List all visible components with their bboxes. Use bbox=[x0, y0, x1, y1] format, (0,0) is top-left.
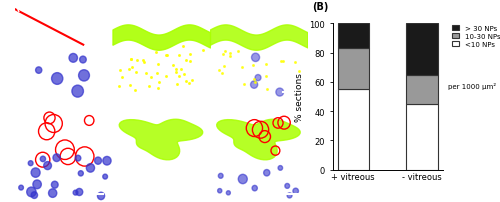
Text: (B): (B) bbox=[312, 2, 329, 12]
Text: (A): (A) bbox=[15, 2, 32, 12]
Bar bbox=[338, 24, 368, 49]
Circle shape bbox=[76, 188, 83, 196]
Circle shape bbox=[31, 168, 40, 177]
Circle shape bbox=[52, 181, 58, 188]
Circle shape bbox=[94, 157, 102, 164]
Circle shape bbox=[226, 191, 230, 195]
Legend: > 30 NPs, 10-30 NPs, <10 NPs: > 30 NPs, 10-30 NPs, <10 NPs bbox=[452, 25, 500, 48]
Circle shape bbox=[69, 54, 78, 63]
Circle shape bbox=[250, 81, 258, 89]
Polygon shape bbox=[119, 120, 202, 160]
Circle shape bbox=[278, 166, 282, 170]
Bar bbox=[406, 24, 438, 75]
Circle shape bbox=[36, 67, 42, 74]
Circle shape bbox=[28, 161, 33, 166]
Bar bbox=[338, 90, 368, 170]
Text: merge: merge bbox=[246, 6, 271, 15]
Circle shape bbox=[103, 174, 108, 179]
Circle shape bbox=[73, 190, 78, 195]
Circle shape bbox=[86, 164, 94, 172]
Bar bbox=[406, 75, 438, 104]
Circle shape bbox=[78, 171, 84, 176]
Circle shape bbox=[52, 73, 63, 85]
Circle shape bbox=[80, 57, 86, 64]
Circle shape bbox=[218, 174, 223, 178]
Circle shape bbox=[26, 187, 36, 197]
Circle shape bbox=[252, 185, 258, 191]
Circle shape bbox=[19, 185, 24, 190]
Circle shape bbox=[293, 188, 298, 194]
Circle shape bbox=[31, 192, 38, 199]
Circle shape bbox=[40, 156, 46, 162]
Circle shape bbox=[285, 184, 290, 188]
Circle shape bbox=[48, 189, 57, 197]
Circle shape bbox=[44, 162, 52, 170]
Text: 100 nm NPs: 100 nm NPs bbox=[138, 6, 184, 15]
Circle shape bbox=[103, 157, 111, 165]
Bar bbox=[338, 49, 368, 90]
Circle shape bbox=[287, 193, 292, 198]
Text: - vitreous: - vitreous bbox=[0, 33, 10, 68]
Text: COLIV + Hoechst: COLIV + Hoechst bbox=[31, 6, 96, 15]
Text: per 1000 μm²: per 1000 μm² bbox=[448, 82, 496, 89]
Circle shape bbox=[255, 75, 261, 81]
Circle shape bbox=[238, 175, 248, 184]
Circle shape bbox=[72, 86, 84, 98]
Polygon shape bbox=[216, 120, 300, 160]
Circle shape bbox=[98, 192, 104, 200]
Text: - ILM: - ILM bbox=[0, 142, 10, 161]
Circle shape bbox=[33, 180, 42, 189]
Bar bbox=[406, 104, 438, 170]
Circle shape bbox=[252, 54, 260, 62]
Y-axis label: % sections: % sections bbox=[294, 73, 304, 121]
Circle shape bbox=[53, 154, 60, 162]
Circle shape bbox=[264, 170, 270, 176]
Circle shape bbox=[76, 156, 81, 161]
Circle shape bbox=[78, 70, 90, 82]
Circle shape bbox=[218, 189, 222, 193]
Circle shape bbox=[276, 89, 283, 97]
